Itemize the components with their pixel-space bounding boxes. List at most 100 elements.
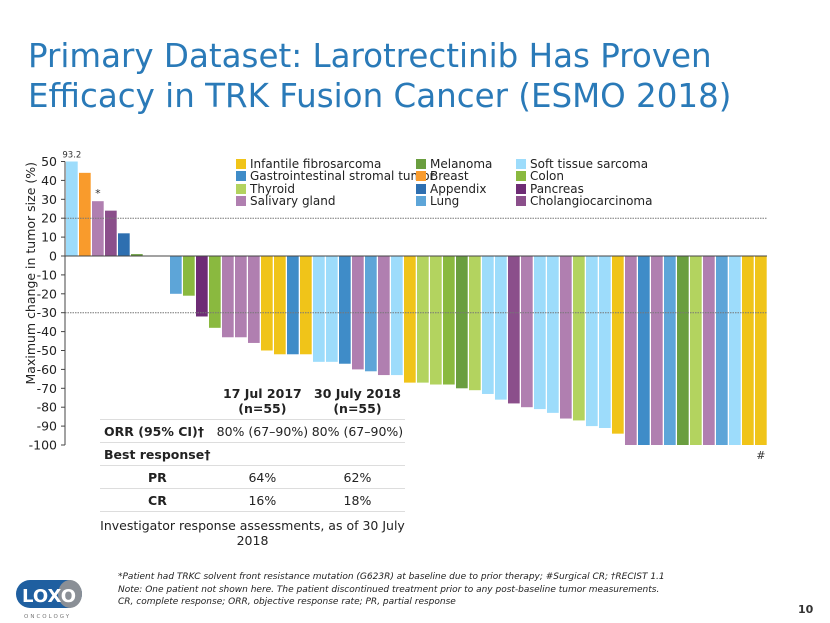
legend-swatch	[416, 158, 426, 169]
table-row: CR 16% 18%	[100, 488, 405, 512]
bar	[677, 256, 689, 445]
legend-label: Lung	[430, 194, 460, 208]
row-label: PR	[100, 465, 215, 489]
bar	[742, 256, 754, 445]
y-tick-label: -10	[37, 267, 57, 282]
bar	[443, 256, 455, 385]
footnote: CR, complete response; ORR, objective re…	[118, 597, 456, 607]
bar	[183, 256, 195, 296]
bar	[612, 256, 624, 434]
bar	[248, 256, 260, 343]
legend-item: Lung	[416, 194, 460, 208]
legend-swatch	[516, 183, 526, 194]
legend-label: Soft tissue sarcoma	[530, 156, 649, 171]
footnotes: *Patient had TRKC solvent front resistan…	[118, 571, 665, 609]
legend-item: Breast	[416, 169, 469, 183]
bar	[261, 256, 273, 351]
y-tick-label: 40	[41, 173, 57, 188]
row-label: ORR (95% CI)†	[100, 419, 215, 443]
y-tick-label: -60	[37, 362, 57, 377]
legend-item: Soft tissue sarcoma	[516, 156, 649, 171]
svg-text:ONCOLOGY: ONCOLOGY	[24, 614, 71, 620]
legend-item: Salivary gland	[236, 194, 336, 208]
row-label: Best response†	[100, 442, 215, 466]
bar	[404, 256, 416, 383]
bar	[430, 256, 442, 385]
bar	[170, 256, 182, 294]
legend-swatch	[236, 196, 246, 206]
bar	[495, 256, 507, 400]
bar	[469, 256, 481, 391]
bar	[92, 201, 104, 256]
slide-title: Primary Dataset: Larotrectinib Has Prove…	[28, 37, 732, 115]
page-number: 10	[798, 603, 814, 616]
legend-label: Salivary gland	[250, 194, 336, 208]
bar	[222, 256, 234, 338]
bar	[131, 254, 143, 256]
svg-text:LOXO: LOXO	[22, 586, 76, 607]
bar	[573, 256, 585, 421]
bar	[729, 256, 741, 445]
col-header: 17 Jul 2017	[223, 386, 302, 401]
legend-label: Cholangiocarcinoma	[530, 194, 653, 208]
bar	[625, 256, 637, 445]
bar	[274, 256, 286, 355]
col-header: 30 July 2018	[314, 386, 401, 401]
bar	[79, 172, 91, 256]
bar	[716, 256, 728, 445]
bar	[547, 256, 559, 413]
bar	[664, 256, 676, 445]
col-n: (n=55)	[238, 401, 287, 416]
legend-label: Colon	[530, 169, 565, 183]
legend-label: Melanoma	[430, 156, 493, 171]
bar	[521, 256, 533, 408]
cell: 16%	[214, 488, 310, 512]
y-tick-label: -40	[37, 324, 57, 339]
table-header-row: 17 Jul 2017 (n=55) 30 July 2018 (n=55)	[100, 383, 405, 420]
bar	[690, 256, 702, 445]
bar	[326, 256, 338, 362]
bar	[599, 256, 611, 428]
bar	[66, 161, 78, 256]
bar	[391, 256, 403, 376]
bar	[703, 256, 715, 445]
bar	[560, 256, 572, 419]
legend-label: Gastrointestinal stromal tumor	[250, 169, 435, 183]
table-row: PR 64% 62%	[100, 465, 405, 489]
legend-item: Infantile fibrosarcoma	[236, 157, 381, 171]
bar	[482, 256, 494, 394]
legend-item: Thyroid	[236, 181, 295, 196]
y-axis-label: Maximum change in tumor size (%)	[23, 162, 38, 385]
col-n: (n=55)	[333, 401, 382, 416]
bar	[651, 256, 663, 445]
bar	[417, 256, 429, 383]
bar	[365, 256, 377, 372]
legend-swatch	[416, 183, 426, 194]
table-row: ORR (95% CI)† 80% (67–90%) 80% (67–90%)	[100, 419, 405, 443]
bar	[105, 210, 117, 256]
y-tick-label: 0	[49, 249, 57, 264]
legend-swatch	[416, 196, 426, 206]
y-tick-label: -100	[29, 438, 57, 453]
cell: 80% (67–90%)	[214, 419, 310, 443]
y-tick-label: -20	[37, 286, 57, 301]
y-tick-label: -80	[37, 400, 57, 415]
legend-label: Thyroid	[250, 181, 295, 196]
y-tick-label: -90	[37, 419, 57, 434]
legend-item: Cholangiocarcinoma	[516, 194, 653, 208]
table-row: Best response†	[100, 442, 405, 466]
bar	[235, 256, 247, 338]
legend-swatch	[516, 196, 526, 206]
legend-item: Gastrointestinal stromal tumor	[236, 169, 435, 183]
footnote: *Patient had TRKC solvent front resistan…	[118, 572, 665, 582]
bar-label: #	[756, 449, 765, 462]
bar	[118, 233, 130, 256]
bar	[586, 256, 598, 427]
loxo-logo: LOXO ONCOLOGY	[14, 578, 94, 623]
legend-swatch	[516, 171, 526, 181]
legend-label: Appendix	[430, 181, 487, 196]
legend-swatch	[236, 183, 246, 194]
bar	[313, 256, 325, 362]
legend-item: Colon	[516, 169, 565, 183]
